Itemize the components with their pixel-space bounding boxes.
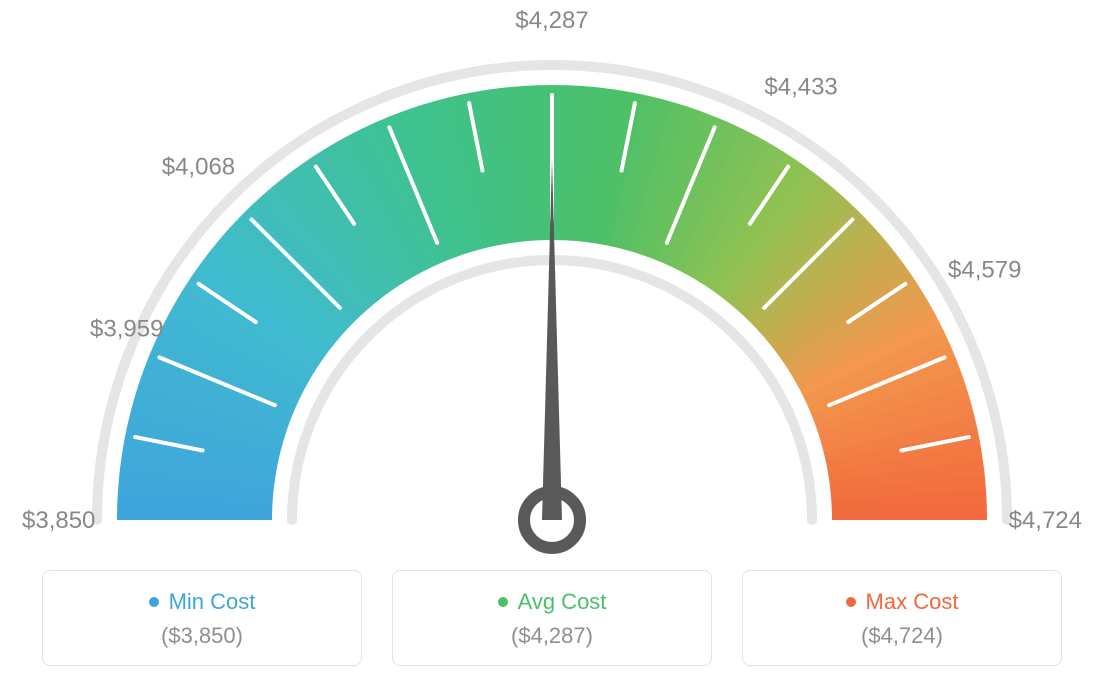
legend-value-max: ($4,724)	[753, 623, 1051, 649]
legend-card-max: Max Cost ($4,724)	[742, 570, 1062, 666]
legend-dot-min	[149, 597, 159, 607]
gauge-tick-label: $4,287	[515, 7, 588, 34]
legend-title-min-text: Min Cost	[169, 589, 256, 615]
legend-card-min: Min Cost ($3,850)	[42, 570, 362, 666]
legend-dot-avg	[498, 597, 508, 607]
legend-dot-max	[846, 597, 856, 607]
gauge-tick-label: $3,959	[90, 316, 163, 343]
legend-title-min: Min Cost	[149, 589, 256, 615]
gauge-svg: $3,850 $3,959 $4,068 $4,287 $4,433 $4,579 $4,7…	[0, 0, 1104, 560]
gauge-tick-label: $4,433	[764, 73, 837, 100]
legend-value-min: ($3,850)	[53, 623, 351, 649]
legend-title-max: Max Cost	[846, 589, 959, 615]
gauge-tick-label: $4,724	[1009, 507, 1082, 534]
gauge-tick-label: $3,850	[22, 507, 95, 534]
gauge-tick-label: $4,068	[162, 153, 235, 180]
legend-row: Min Cost ($3,850) Avg Cost ($4,287) Max …	[0, 570, 1104, 666]
cost-gauge-chart: $3,850 $3,959 $4,068 $4,287 $4,433 $4,579 $4,7…	[0, 0, 1104, 560]
legend-title-avg-text: Avg Cost	[518, 589, 607, 615]
gauge-tick-label: $4,579	[948, 257, 1021, 284]
legend-value-avg: ($4,287)	[403, 623, 701, 649]
legend-card-avg: Avg Cost ($4,287)	[392, 570, 712, 666]
legend-title-max-text: Max Cost	[866, 589, 959, 615]
legend-title-avg: Avg Cost	[498, 589, 607, 615]
